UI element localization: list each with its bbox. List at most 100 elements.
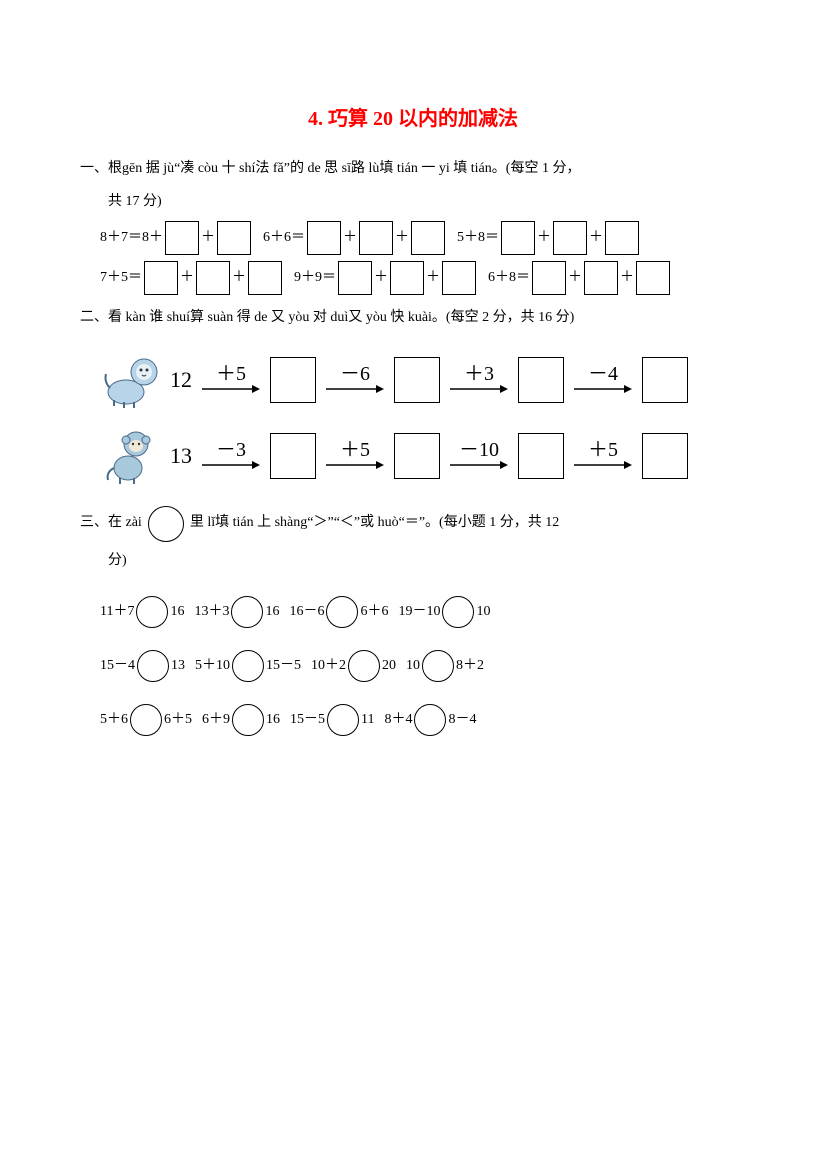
eq-text: 5＋8＝ [457, 225, 499, 252]
plus-sign: ＋ [201, 225, 215, 252]
compare-right: 6＋5 [164, 707, 192, 734]
arrow-icon [450, 382, 508, 396]
arrow-icon [574, 458, 632, 472]
answer-circle[interactable] [136, 596, 168, 628]
answer-box[interactable] [532, 261, 566, 295]
section1-heading-line2: 共 17 分) [80, 189, 746, 216]
answer-box[interactable] [642, 357, 688, 403]
chain-op: －4 [588, 364, 618, 384]
plus-sign: ＋ [395, 225, 409, 252]
chain-op: ＋5 [216, 364, 246, 384]
compare-right: 15－5 [266, 653, 301, 680]
compare-right: 8＋2 [456, 653, 484, 680]
compare-left: 16－6 [289, 599, 324, 626]
compare-row-3: 5＋66＋5 6＋916 15－511 8＋48－4 [100, 704, 746, 736]
chain-op: ＋3 [464, 364, 494, 384]
answer-circle[interactable] [414, 704, 446, 736]
plus-sign: ＋ [232, 265, 246, 292]
plus-sign: ＋ [343, 225, 357, 252]
answer-box[interactable] [411, 221, 445, 255]
answer-box[interactable] [501, 221, 535, 255]
answer-box[interactable] [394, 433, 440, 479]
compare-left: 10＋2 [311, 653, 346, 680]
compare-left: 6＋9 [202, 707, 230, 734]
compare-left: 15－5 [290, 707, 325, 734]
answer-box[interactable] [338, 261, 372, 295]
eq-text: 6＋8＝ [488, 265, 530, 292]
chain-op: ＋5 [588, 440, 618, 460]
compare-left: 5＋10 [195, 653, 230, 680]
answer-box[interactable] [307, 221, 341, 255]
plus-sign: ＋ [180, 265, 194, 292]
arrow-icon [202, 382, 260, 396]
eq-text: 7＋5＝ [100, 265, 142, 292]
answer-box[interactable] [518, 433, 564, 479]
answer-circle[interactable] [442, 596, 474, 628]
plus-sign: ＋ [537, 225, 551, 252]
answer-box[interactable] [642, 433, 688, 479]
page-title: 4. 巧算 20 以内的加减法 [80, 100, 746, 138]
answer-box[interactable] [605, 221, 639, 255]
answer-circle[interactable] [327, 704, 359, 736]
section1-heading-line1: 一、根gēn 据 jù“凑 còu 十 shí法 fǎ”的 de 思 sī路 l… [80, 156, 746, 183]
section1-row1: 8＋7＝8＋ ＋ 6＋6＝ ＋ ＋ 5＋8＝ ＋ ＋ [100, 221, 746, 255]
eq-text: 8＋7＝8＋ [100, 225, 163, 252]
compare-right: 10 [476, 599, 490, 626]
section3-heading-a: 三、在 zài [80, 510, 142, 537]
answer-box[interactable] [270, 433, 316, 479]
section2-heading: 二、看 kàn 谁 shuí算 suàn 得 de 又 yòu 对 duì又 y… [80, 305, 746, 332]
plus-sign: ＋ [620, 265, 634, 292]
answer-box[interactable] [217, 221, 251, 255]
arrow-icon [574, 382, 632, 396]
answer-circle[interactable] [326, 596, 358, 628]
chain-op: －10 [459, 440, 499, 460]
answer-circle[interactable] [232, 704, 264, 736]
compare-left: 5＋6 [100, 707, 128, 734]
answer-box[interactable] [165, 221, 199, 255]
eq-text: 9＋9＝ [294, 265, 336, 292]
compare-right: 11 [361, 707, 374, 734]
answer-box[interactable] [248, 261, 282, 295]
answer-box[interactable] [196, 261, 230, 295]
answer-box[interactable] [518, 357, 564, 403]
answer-box[interactable] [442, 261, 476, 295]
compare-left: 13＋3 [194, 599, 229, 626]
compare-left: 8＋4 [384, 707, 412, 734]
compare-right: 16 [170, 599, 184, 626]
answer-box[interactable] [553, 221, 587, 255]
chain-row-2: 13 －3 ＋5 －10 ＋5 [100, 428, 746, 484]
compare-right: 8－4 [448, 707, 476, 734]
answer-box[interactable] [390, 261, 424, 295]
compare-right: 20 [382, 653, 396, 680]
compare-right: 6＋6 [360, 599, 388, 626]
plus-sign: ＋ [568, 265, 582, 292]
plus-sign: ＋ [426, 265, 440, 292]
chain-row-1: 12 ＋5 －6 ＋3 －4 [100, 352, 746, 408]
plus-sign: ＋ [374, 265, 388, 292]
chain-start: 13 [170, 435, 192, 477]
answer-circle[interactable] [137, 650, 169, 682]
answer-circle[interactable] [232, 650, 264, 682]
compare-left: 15－4 [100, 653, 135, 680]
answer-circle[interactable] [130, 704, 162, 736]
compare-left: 19－10 [398, 599, 440, 626]
answer-circle[interactable] [348, 650, 380, 682]
answer-box[interactable] [270, 357, 316, 403]
answer-circle[interactable] [231, 596, 263, 628]
answer-box[interactable] [636, 261, 670, 295]
inline-circle-icon [148, 506, 184, 542]
arrow-icon [450, 458, 508, 472]
chain-op: ＋5 [340, 440, 370, 460]
section1-row2: 7＋5＝ ＋ ＋ 9＋9＝ ＋ ＋ 6＋8＝ ＋ ＋ [100, 261, 746, 295]
plus-sign: ＋ [589, 225, 603, 252]
chain-op: －6 [340, 364, 370, 384]
answer-box[interactable] [584, 261, 618, 295]
answer-box[interactable] [359, 221, 393, 255]
answer-circle[interactable] [422, 650, 454, 682]
chain-op: －3 [216, 440, 246, 460]
answer-box[interactable] [394, 357, 440, 403]
compare-row-1: 11＋716 13＋316 16－66＋6 19－1010 [100, 596, 746, 628]
compare-right: 16 [265, 599, 279, 626]
answer-box[interactable] [144, 261, 178, 295]
monkey-icon [100, 428, 164, 484]
